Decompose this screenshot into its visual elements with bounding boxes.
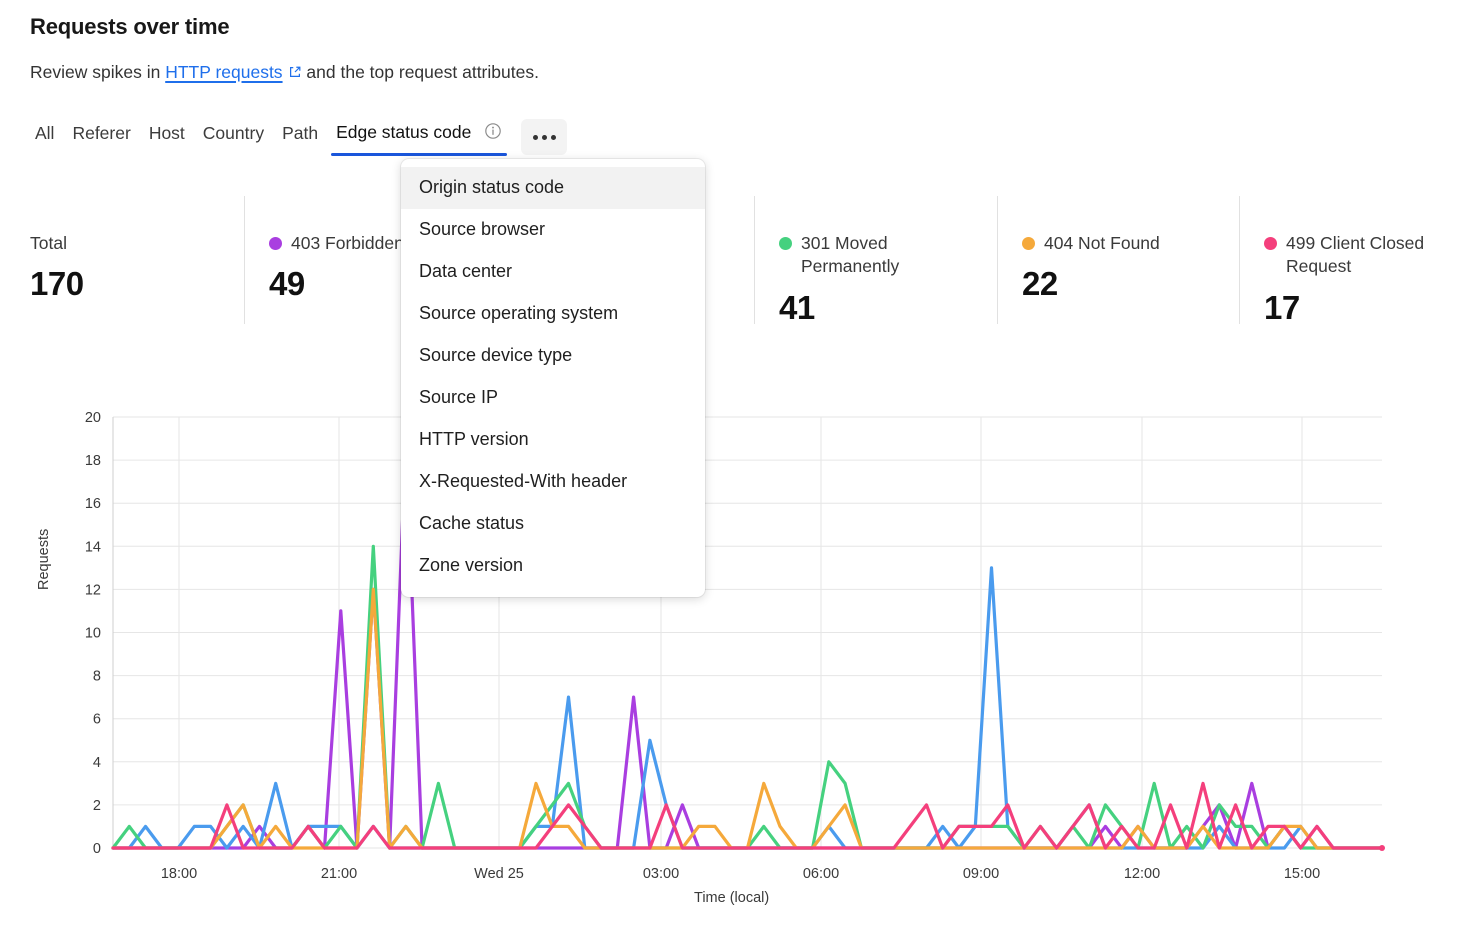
stat-value: 170 — [30, 265, 84, 303]
x-tick-label: 03:00 — [643, 866, 679, 882]
x-tick-label: 21:00 — [321, 866, 357, 882]
chart-svg: 0 2 4 6 8 10 12 14 16 18 20 18:00 21:00 Wed 25 03:00 06… — [85, 410, 1385, 882]
ellipsis-button[interactable] — [521, 119, 568, 155]
stat-label-text: 404 Not Found — [1044, 233, 1160, 253]
stat-card-404-not-found: 404 Not Found 22 — [997, 196, 1239, 324]
x-tick-label: 12:00 — [1124, 866, 1160, 882]
info-icon[interactable] — [484, 123, 502, 144]
tab-path[interactable]: Path — [273, 119, 327, 155]
stat-value: 49 — [269, 265, 305, 303]
y-tick-label: 0 — [93, 841, 101, 857]
menu-item-http-version[interactable]: HTTP version — [419, 429, 529, 449]
stat-label: 404 Not Found — [1022, 232, 1212, 255]
series-color-dot — [1264, 237, 1277, 250]
series-color-dot — [1022, 237, 1035, 250]
y-tick-label: 18 — [85, 453, 101, 469]
dot-icon — [550, 134, 556, 140]
menu-item-source-device-type[interactable]: Source device type — [419, 345, 573, 365]
y-tick-label: 20 — [85, 410, 101, 426]
requests-chart: 0 2 4 6 8 10 12 14 16 18 20 18:00 21:00 Wed 25 03:00 06… — [0, 400, 1458, 940]
tab-referer[interactable]: Referer — [63, 119, 139, 155]
tab-label: Country — [202, 123, 265, 143]
x-tick-label: 18:00 — [161, 866, 197, 882]
menu-item-source-operating-system[interactable]: Source operating system — [419, 303, 619, 323]
x-tick-label: 06:00 — [803, 866, 839, 882]
tab-host[interactable]: Host — [140, 119, 194, 155]
x-tick-label: Wed 25 — [474, 866, 524, 882]
stat-cards: Total 170 403 Forbidden 49 — [30, 196, 1458, 326]
attribute-dropdown-menu: Origin status code Source browser Data c… — [401, 159, 705, 597]
y-tick-label: 10 — [85, 626, 101, 642]
subtitle-suffix: and the top request attributes. — [301, 62, 539, 82]
menu-item-origin-status-code[interactable]: Origin status code — [401, 167, 705, 209]
stat-label: Total — [30, 232, 220, 255]
stat-card-301-moved-permanently: 301 Moved Permanently 41 — [754, 196, 997, 326]
menu-item-source-ip[interactable]: Source IP — [419, 387, 499, 407]
tab-label: All — [35, 123, 55, 143]
stat-card-499-client-closed-request: 499 Client Closed Request 17 — [1239, 196, 1458, 326]
series-line — [111, 544, 1384, 850]
x-tick-label: 09:00 — [963, 866, 999, 882]
y-tick-label: 2 — [93, 798, 101, 814]
series-line — [111, 781, 1384, 850]
stat-label-text: 499 Client Closed Request — [1286, 233, 1425, 277]
stat-label: 301 Moved Permanently — [779, 232, 969, 279]
stat-label: 499 Client Closed Request — [1264, 232, 1454, 279]
stat-value: 41 — [779, 288, 815, 326]
tab-edge-status-code[interactable]: Edge status code — [327, 118, 511, 156]
stat-label-text: 301 Moved Permanently — [801, 233, 900, 277]
x-tick-label: 15:00 — [1284, 866, 1320, 882]
y-tick-label: 12 — [85, 582, 101, 598]
menu-item-source-browser[interactable]: Source browser — [419, 219, 546, 239]
menu-item-cache-status[interactable]: Cache status — [419, 513, 525, 533]
stat-card-403-forbidden: 403 Forbidden 49 — [244, 196, 484, 324]
series-color-dot — [269, 237, 282, 250]
x-axis-label: Time (local) — [694, 890, 770, 906]
y-tick-label: 4 — [93, 755, 101, 771]
series-line — [111, 566, 1384, 850]
external-link-icon — [288, 63, 302, 84]
stat-value: 22 — [1022, 265, 1058, 303]
tab-all[interactable]: All — [26, 119, 63, 155]
y-tick-label: 6 — [93, 712, 101, 728]
subtitle-prefix: Review spikes in — [30, 62, 166, 82]
y-tick-label: 14 — [85, 539, 101, 555]
tab-country[interactable]: Country — [194, 119, 273, 155]
series-end-marker — [1379, 845, 1385, 851]
stat-value: 17 — [1264, 288, 1300, 326]
page-title: Requests over time — [30, 14, 230, 39]
tab-label: Referer — [72, 123, 131, 143]
attribute-tabs: All Referer Host Country Path Edge statu… — [26, 118, 568, 156]
page-subtitle: Review spikes in HTTP requests and the t… — [30, 62, 539, 84]
tab-label: Path — [282, 123, 319, 143]
y-tick-label: 8 — [93, 669, 101, 685]
tab-label: Edge status code — [336, 122, 472, 142]
dot-icon — [541, 134, 547, 140]
dot-icon — [532, 134, 538, 140]
stat-label: 403 Forbidden — [269, 232, 459, 255]
http-requests-link[interactable]: HTTP requests — [165, 62, 283, 82]
stat-card-total: Total 170 — [30, 196, 244, 324]
y-tick-label: 16 — [85, 496, 101, 512]
stat-label-text: 403 Forbidden — [291, 233, 404, 253]
series-color-dot — [779, 237, 792, 250]
menu-item-zone-version[interactable]: Zone version — [419, 555, 524, 575]
series-line — [111, 436, 1384, 850]
stat-label-text: Total — [30, 233, 67, 253]
menu-item-data-center[interactable]: Data center — [419, 261, 513, 281]
tab-label: Host — [148, 123, 185, 143]
menu-item-x-requested-with-header[interactable]: X-Requested-With header — [419, 471, 628, 491]
